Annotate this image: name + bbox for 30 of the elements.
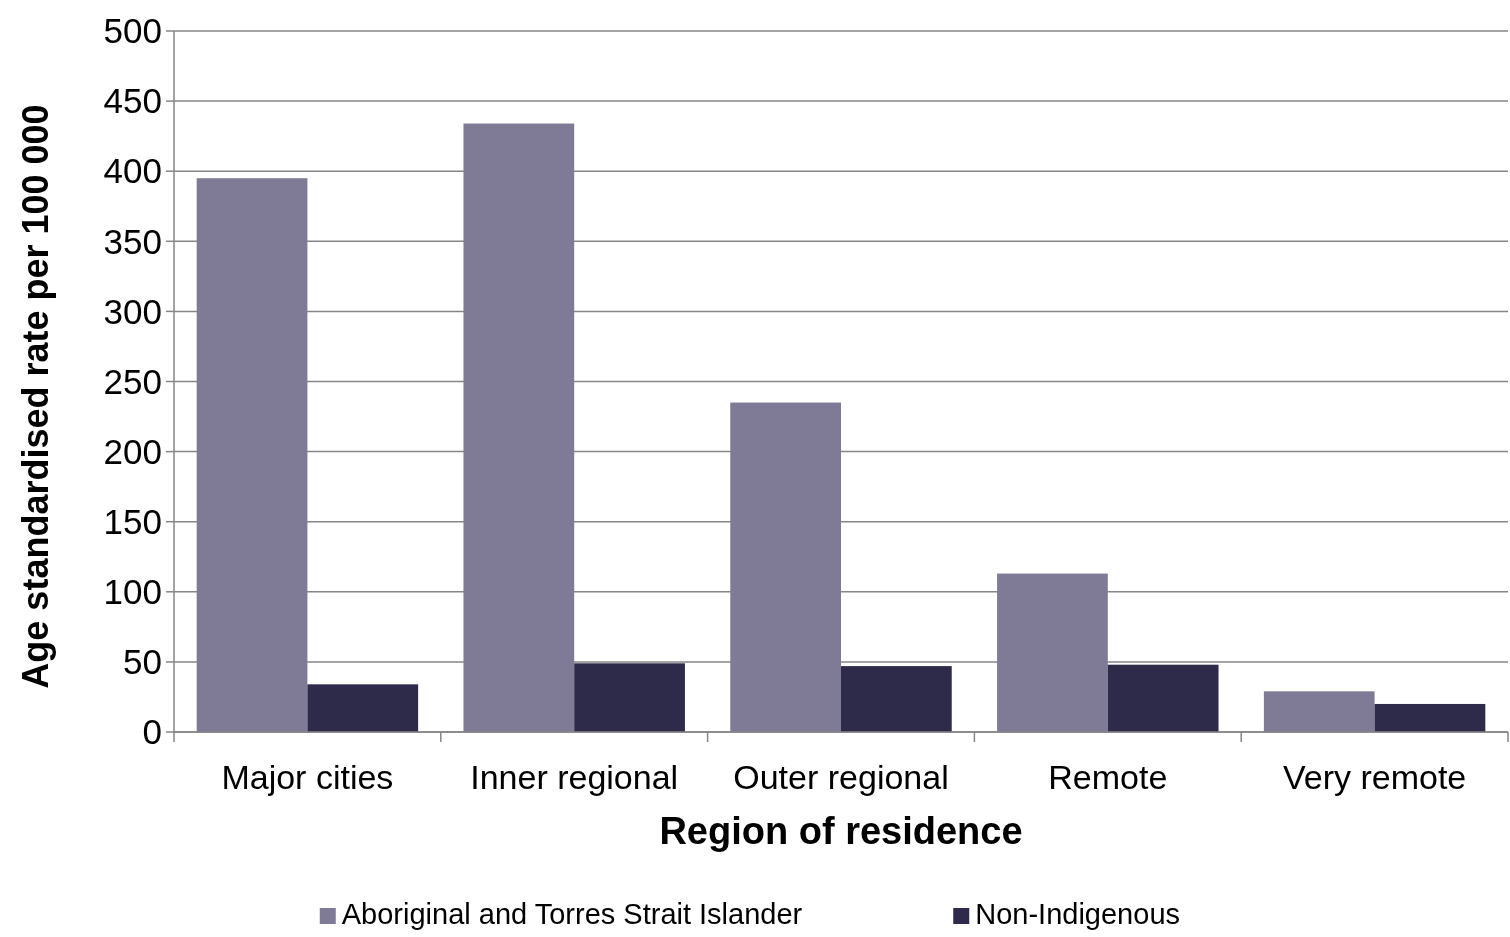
y-tick-label: 500: [103, 11, 162, 51]
y-tick-label: 200: [103, 431, 162, 471]
y-tick-label: 250: [103, 361, 162, 401]
x-tick-label: Major cities: [221, 758, 394, 796]
x-tick-label: Inner regional: [470, 758, 679, 796]
y-tick-label: 0: [142, 712, 162, 752]
bar: [730, 402, 841, 732]
y-tick-label: 450: [103, 81, 162, 121]
x-axis-title: Region of residence: [659, 810, 1023, 852]
y-tick-label: 400: [103, 151, 162, 191]
bar: [463, 123, 575, 732]
bar: [841, 666, 952, 732]
bar: [1263, 691, 1375, 732]
legend-label: Aboriginal and Torres Strait Islander: [341, 898, 803, 930]
y-axis-title: Age standardised rate per 100 000: [15, 104, 56, 689]
bar: [1107, 664, 1219, 732]
bar: [196, 178, 308, 732]
legend-label: Non-Indigenous: [975, 898, 1181, 930]
y-tick-label: 50: [123, 642, 162, 682]
x-tick-label: Remote: [1048, 758, 1168, 796]
bar: [1374, 703, 1486, 732]
x-tick-label: Outer regional: [733, 758, 949, 796]
bar: [574, 663, 685, 732]
y-tick-label: 150: [103, 501, 162, 541]
y-tick-label: 100: [103, 572, 162, 612]
bar: [307, 684, 419, 732]
x-tick-label: Very remote: [1282, 758, 1467, 796]
y-tick-label: 350: [103, 221, 162, 261]
y-tick-label: 300: [103, 291, 162, 331]
bar: [997, 573, 1108, 732]
